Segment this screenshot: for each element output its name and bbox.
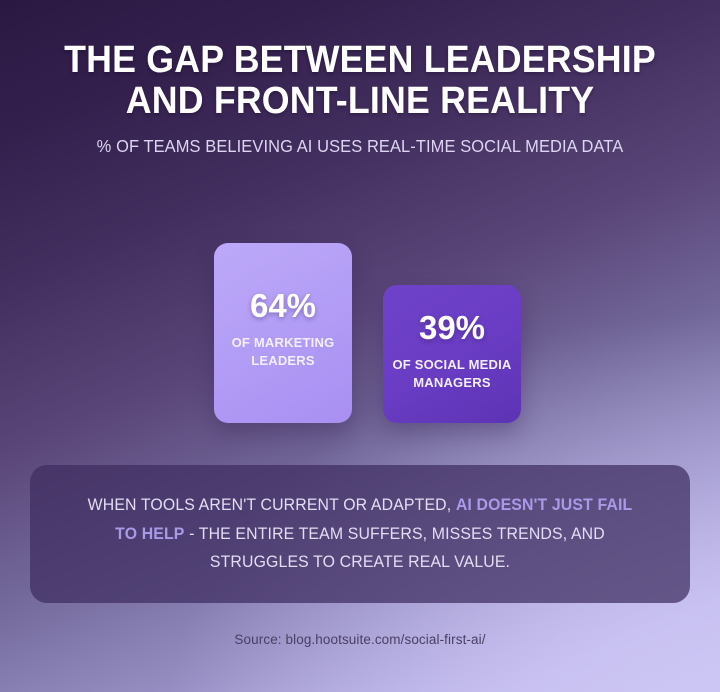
callout-box: WHEN TOOLS AREN'T CURRENT OR ADAPTED, AI… (30, 465, 690, 603)
callout-text-part-2: - THE ENTIRE TEAM SUFFERS, MISSES TRENDS… (184, 524, 605, 572)
stat-label-social-media-managers: OF SOCIAL MEDIA MANAGERS (392, 356, 511, 391)
stat-value-social-media-managers: 39% (418, 308, 486, 346)
stat-card-marketing-leaders: 64% OF MARKETING LEADERS (214, 243, 352, 423)
stat-label-line-2: MANAGERS (413, 374, 491, 390)
stat-label-marketing-leaders: OF MARKETING LEADERS (232, 334, 335, 369)
page-title-line-2: AND FRONT-LINE REALITY (125, 80, 595, 123)
stat-label-line-1: OF MARKETING (231, 334, 335, 350)
page-title-line-1: THE GAP BETWEEN LEADERSHIP (64, 39, 656, 81)
page-title: THE GAP BETWEEN LEADERSHIP AND FRONT-LIN… (22, 39, 699, 123)
stat-label-line-1: OF SOCIAL MEDIA (392, 356, 512, 372)
stat-value-marketing-leaders: 64% (249, 286, 317, 324)
stat-card-social-media-managers: 39% OF SOCIAL MEDIA MANAGERS (383, 285, 521, 423)
header: THE GAP BETWEEN LEADERSHIP AND FRONT-LIN… (0, 39, 720, 157)
stat-label-line-2: LEADERS (251, 352, 315, 368)
callout-highlight-phrase: AI DOESN'T JUST FAIL TO HELP (115, 496, 633, 543)
callout-text-part-1: WHEN TOOLS AREN'T CURRENT OR ADAPTED, (87, 496, 456, 515)
page-subtitle: % OF TEAMS BELIEVING AI USES REAL-TIME S… (96, 136, 624, 157)
stat-card-group: 64% OF MARKETING LEADERS 39% OF SOCIAL M… (214, 243, 522, 423)
callout-text: WHEN TOOLS AREN'T CURRENT OR ADAPTED, AI… (85, 491, 634, 576)
source-attribution: Source: blog.hootsuite.com/social-first-… (234, 632, 486, 647)
